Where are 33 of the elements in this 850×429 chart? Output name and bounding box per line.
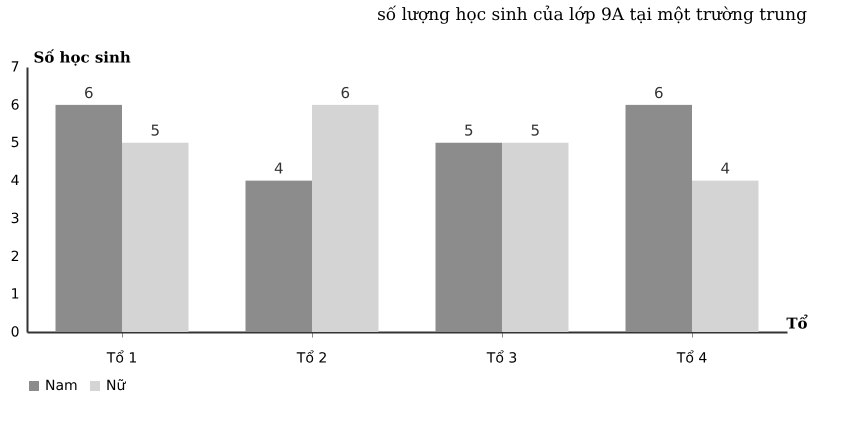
bar bbox=[692, 180, 758, 332]
bar bbox=[626, 104, 692, 332]
bar bbox=[246, 180, 312, 332]
y-tick-label: 3 bbox=[10, 210, 20, 227]
chart-title: số lượng học sinh của lớp 9A tại một trường trung bbox=[377, 5, 808, 25]
y-tick-label: 5 bbox=[10, 135, 20, 152]
x-tick-label: Tổ 1 bbox=[106, 350, 138, 366]
y-tick-label: 6 bbox=[10, 97, 20, 114]
data-label: 4 bbox=[720, 160, 730, 178]
x-tick-label: Tổ 3 bbox=[486, 350, 518, 366]
bar bbox=[502, 142, 568, 332]
data-label: 6 bbox=[654, 84, 664, 102]
y-tick-label: 2 bbox=[10, 248, 20, 265]
data-label: 4 bbox=[274, 160, 284, 178]
y-tick-label: 4 bbox=[10, 173, 20, 190]
legend-label: Nam bbox=[45, 378, 78, 394]
y-tick-label: 7 bbox=[10, 60, 20, 76]
data-label: 5 bbox=[464, 122, 474, 140]
data-label: 5 bbox=[530, 122, 540, 140]
y-tick-label: 0 bbox=[10, 324, 20, 340]
legend-label: Nữ bbox=[106, 378, 126, 394]
y-axis-title: Số học sinh bbox=[34, 48, 131, 66]
x-axis-title: Tổ bbox=[786, 314, 808, 332]
bar bbox=[56, 104, 122, 332]
x-tick-label: Tổ 4 bbox=[676, 350, 708, 366]
data-label: 6 bbox=[84, 84, 94, 102]
bar bbox=[122, 142, 188, 332]
y-tick-label: 1 bbox=[10, 286, 20, 303]
data-label: 5 bbox=[150, 122, 160, 140]
data-label: 6 bbox=[340, 84, 350, 102]
bar bbox=[312, 104, 378, 332]
x-tick-label: Tổ 2 bbox=[296, 350, 328, 366]
bar bbox=[436, 142, 502, 332]
